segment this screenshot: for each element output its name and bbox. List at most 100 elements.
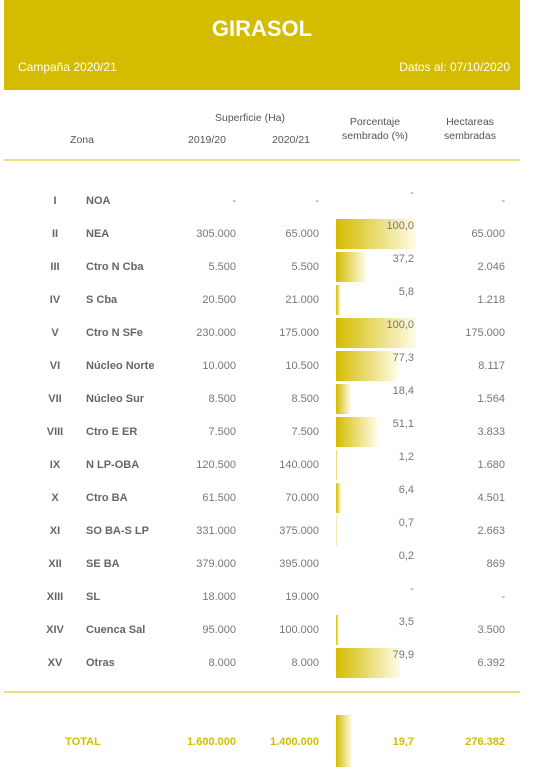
hectares: 3.833 [477, 426, 505, 438]
row-number: VI [50, 360, 60, 372]
pct-bar [336, 252, 366, 282]
zone: Núcleo Norte [86, 360, 154, 372]
zone: Ctro E ER [86, 426, 137, 438]
pct-label: 37,2 [393, 253, 414, 265]
zone: SO BA-S LP [86, 525, 149, 537]
row-number: I [53, 195, 56, 207]
column-header: 2019/20 [188, 134, 226, 146]
area-2019: 7.500 [208, 426, 236, 438]
title: GIRASOL [212, 16, 312, 41]
area-2020: 375.000 [279, 525, 319, 537]
column-group: Superficie (Ha) [215, 112, 285, 124]
area-2019: 95.000 [202, 624, 236, 636]
pct-label: 5,8 [399, 286, 414, 298]
area-2020: 65.000 [285, 228, 319, 240]
area-2019: 8.500 [208, 393, 236, 405]
column-header: sembrado (%) [342, 130, 408, 142]
area-2019: 10.000 [202, 360, 236, 372]
area-2019: 5.500 [208, 261, 236, 273]
pct-bar [336, 450, 337, 480]
area-2019: 379.000 [196, 558, 236, 570]
zone: S Cba [86, 294, 118, 306]
zone: Cuenca Sal [86, 624, 145, 636]
pct-label: 79,9 [393, 649, 414, 661]
area-2019: 230.000 [196, 327, 236, 339]
area-2019: 331.000 [196, 525, 236, 537]
zone: N LP-OBA [86, 459, 139, 471]
row-number: XV [48, 657, 63, 669]
area-2019: - [232, 195, 236, 207]
hectares: 4.501 [477, 492, 505, 504]
pct-bar [336, 483, 342, 513]
pct-bar [336, 615, 339, 645]
row-number: V [51, 327, 59, 339]
area-2019: 20.500 [202, 294, 236, 306]
area-2020: 10.500 [285, 360, 319, 372]
area-2019: 8.000 [208, 657, 236, 669]
zone: NEA [86, 228, 109, 240]
pct-bar [336, 219, 416, 249]
total-label: TOTAL [65, 736, 101, 748]
pct-bar [336, 516, 337, 546]
area-2019: 120.500 [196, 459, 236, 471]
row-number: XIII [47, 591, 64, 603]
column-header: 2020/21 [272, 134, 310, 146]
column-header: Zona [70, 134, 94, 146]
pct-bar [336, 351, 398, 381]
hectares: 1.564 [477, 393, 505, 405]
row-number: VII [48, 393, 61, 405]
area-2019: 18.000 [202, 591, 236, 603]
area-2020: - [315, 195, 319, 207]
column-header: Porcentaje [350, 116, 400, 128]
row-number: III [50, 261, 59, 273]
hectares: 869 [487, 558, 505, 570]
area-2020: 175.000 [279, 327, 319, 339]
area-2020: 21.000 [285, 294, 319, 306]
column-header: Hectareas [446, 116, 494, 128]
area-2019: 305.000 [196, 228, 236, 240]
row-number: XI [50, 525, 60, 537]
hectares: 65.000 [471, 228, 505, 240]
pct-bar [336, 318, 416, 348]
area-2020: 19.000 [285, 591, 319, 603]
area-2019: 61.500 [202, 492, 236, 504]
zone: NOA [86, 195, 111, 207]
campaign: Campaña 2020/21 [18, 60, 117, 74]
area-2020: 5.500 [291, 261, 319, 273]
row-number: VIII [47, 426, 64, 438]
total-2019: 1.600.000 [187, 736, 236, 748]
pct-label: - [410, 187, 414, 199]
pct-label: 100,0 [386, 220, 414, 232]
row-number: XII [48, 558, 61, 570]
zone: SL [86, 591, 100, 603]
row-number: II [52, 228, 58, 240]
area-2020: 100.000 [279, 624, 319, 636]
hectares: 175.000 [465, 327, 505, 339]
total-hectares: 276.382 [465, 736, 505, 748]
pct-bar [336, 384, 351, 414]
zone: Ctro N Cba [86, 261, 144, 273]
pct-label: 0,2 [399, 550, 414, 562]
hectares: 1.218 [477, 294, 505, 306]
hectares: - [501, 591, 505, 603]
pct-label: 6,4 [399, 484, 414, 496]
pct-label: 51,1 [393, 418, 414, 430]
zone: Núcleo Sur [86, 393, 145, 405]
hectares: 3.500 [477, 624, 505, 636]
pct-label: 1,2 [399, 451, 414, 463]
header-band [4, 0, 520, 90]
area-2020: 8.500 [291, 393, 319, 405]
pct-label: - [410, 583, 414, 595]
hectares: - [501, 195, 505, 207]
area-2020: 8.000 [291, 657, 319, 669]
zone: Ctro BA [86, 492, 128, 504]
row-number: IX [50, 459, 61, 471]
area-2020: 140.000 [279, 459, 319, 471]
pct-label: 100,0 [386, 319, 414, 331]
zone: Ctro N SFe [86, 327, 143, 339]
hectares: 1.680 [477, 459, 505, 471]
pct-label: 0,7 [399, 517, 414, 529]
pct-label: 3,5 [399, 616, 414, 628]
hectares: 2.046 [477, 261, 505, 273]
